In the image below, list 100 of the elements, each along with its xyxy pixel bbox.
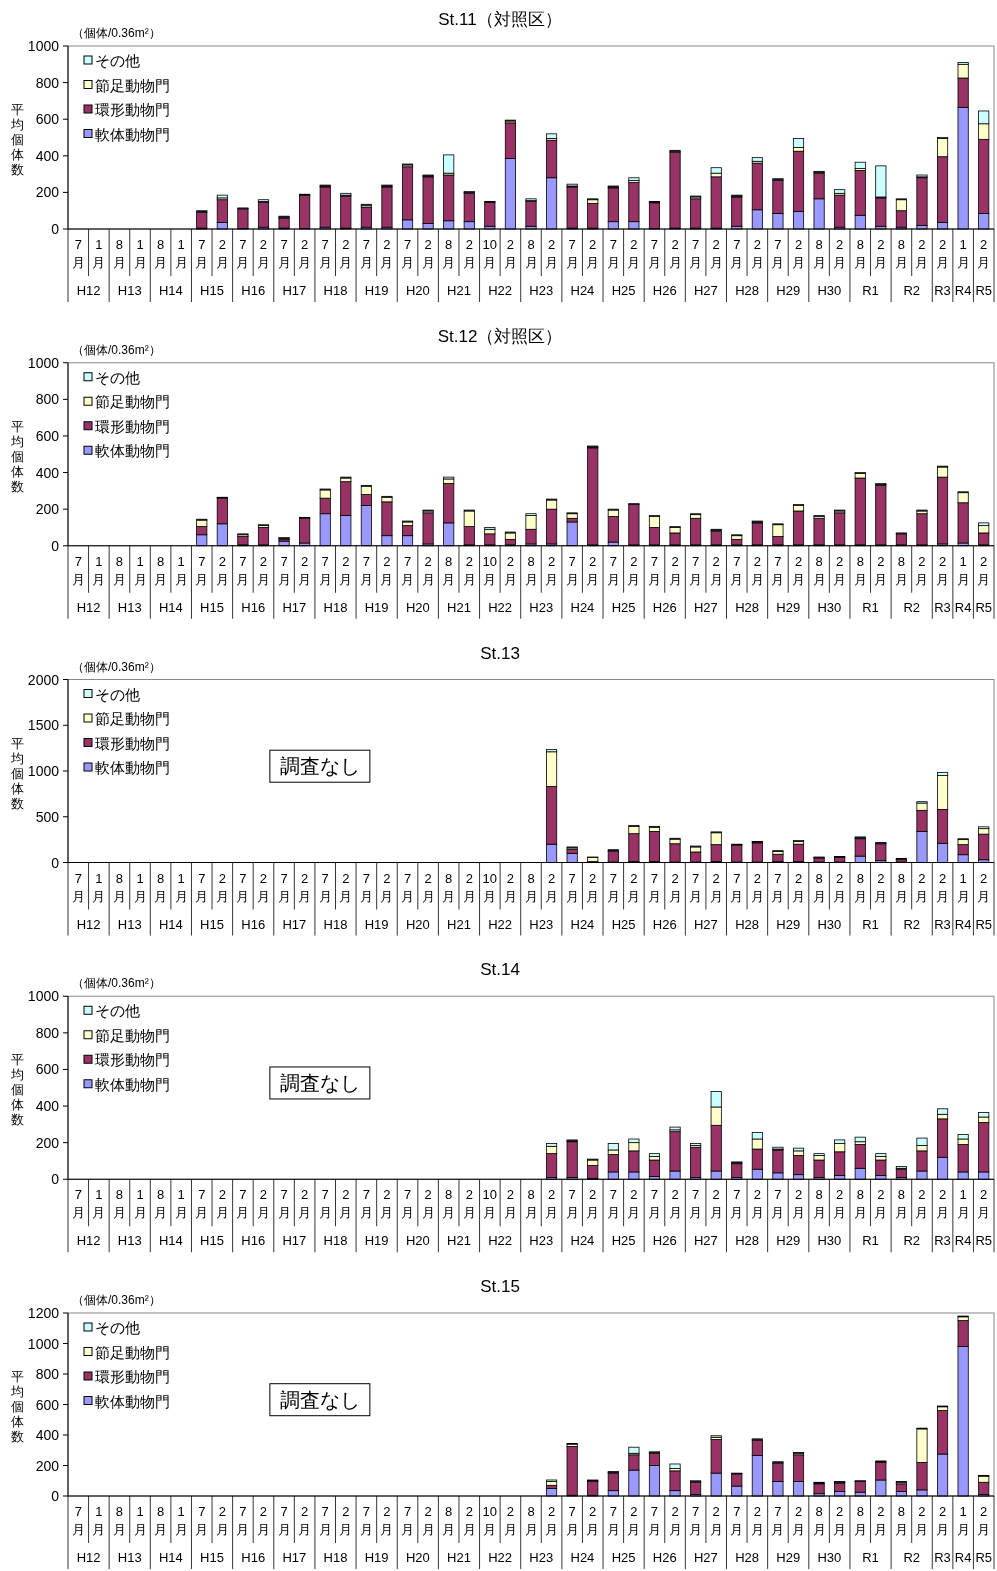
x-tick-label: 8月 — [154, 237, 168, 270]
x-tick-label: 2月 — [833, 553, 847, 587]
x-tick-label: 2月 — [586, 1504, 600, 1537]
y-axis-title: 平均個体数 — [9, 735, 24, 811]
text: H19 — [364, 1233, 389, 1249]
legend-label: 軟体動物門 — [95, 759, 170, 776]
text: H16 — [241, 283, 266, 298]
text: R5 — [975, 916, 993, 932]
x-tick-label: 7月 — [771, 1504, 785, 1537]
text: H19 — [364, 916, 389, 932]
x-tick-label: 7月 — [730, 237, 744, 270]
x-tick-label: 2月 — [339, 1187, 353, 1221]
annotation: 調査なし — [279, 1071, 360, 1094]
legend-label: 節足動物門 — [95, 710, 170, 727]
x-tick-label: 7月 — [236, 553, 250, 587]
x-tick-label: 1月 — [174, 1187, 188, 1221]
x-tick-label: 2月 — [915, 1187, 929, 1221]
text: H22 — [488, 1550, 513, 1565]
x-tick-label: 2月 — [750, 553, 764, 587]
x-tick-label: 1月 — [92, 1504, 106, 1537]
x-tick-label: 2月 — [709, 1504, 723, 1537]
y-tick-label: 0 — [51, 537, 60, 554]
text: H24 — [570, 1550, 595, 1565]
x-tick-label: 10月 — [482, 237, 498, 270]
x-tick-label: 2月 — [421, 553, 435, 587]
x-tick-label: 2月 — [380, 237, 394, 270]
text: H12 — [76, 283, 101, 298]
text: H29 — [776, 599, 801, 615]
x-tick-label: 1月 — [92, 1187, 106, 1221]
x-tick-label: 8月 — [154, 1504, 168, 1537]
text: R2 — [903, 283, 920, 298]
text: H16 — [241, 599, 266, 615]
x-tick-label: 7月 — [359, 553, 373, 587]
x-tick-label: 1月 — [174, 870, 188, 904]
y-tick-label: 400 — [35, 1427, 60, 1443]
x-tick-label: 2月 — [339, 1504, 353, 1537]
x-tick-label: 7月 — [277, 553, 291, 587]
y-tick-label: 1200 — [27, 1305, 60, 1321]
x-tick-label: 2月 — [874, 870, 888, 904]
x-tick-label: 7月 — [647, 870, 661, 904]
x-tick-label: 2月 — [750, 1187, 764, 1221]
x-tick-label: 2月 — [545, 1504, 559, 1537]
text: H13 — [117, 1233, 142, 1249]
x-tick-label: 2月 — [462, 237, 476, 270]
x-tick-label: 7月 — [771, 1187, 785, 1221]
text: H25 — [611, 916, 636, 932]
y-tick-label: 1000 — [27, 38, 60, 54]
x-tick-label: 2月 — [709, 1187, 723, 1221]
text: H13 — [117, 283, 142, 298]
x-tick-label: 8月 — [154, 553, 168, 587]
x-tick-label: 8月 — [853, 553, 867, 587]
text: H15 — [200, 599, 224, 615]
x-tick-label: 2月 — [792, 553, 806, 587]
x-tick-label: 2月 — [668, 870, 682, 904]
x-tick-label: 2月 — [874, 1504, 888, 1537]
x-tick-label: 1月 — [92, 237, 106, 270]
x-tick-label: 2月 — [936, 1187, 950, 1221]
x-tick-label: 2月 — [936, 870, 950, 904]
y-tick-label: 200 — [35, 1457, 60, 1474]
text: H16 — [241, 1233, 266, 1249]
text: H25 — [611, 283, 636, 298]
y-tick-label: 600 — [35, 427, 60, 444]
x-tick-label: 7月 — [277, 237, 291, 270]
text: H23 — [529, 599, 554, 615]
text: H29 — [776, 283, 801, 298]
y-tick-label: 2000 — [27, 671, 60, 688]
x-tick-label: 7月 — [606, 870, 620, 904]
text: H12 — [76, 1550, 101, 1565]
x-tick-label: 2月 — [874, 237, 888, 270]
x-tick-label: 2月 — [792, 1504, 806, 1537]
chart-title: St.11（対照区） — [438, 10, 562, 29]
x-tick-label: 7月 — [71, 1187, 85, 1221]
text: H18 — [323, 283, 348, 298]
x-tick-label: 8月 — [524, 870, 538, 904]
x-tick-label: 10月 — [482, 870, 498, 904]
text: H29 — [776, 1550, 801, 1565]
legend-label: 軟体動物門 — [95, 125, 170, 143]
legend-label: 環形動物門 — [95, 1051, 170, 1069]
text: H17 — [282, 916, 307, 932]
text: H20 — [405, 599, 430, 615]
x-tick-label: 7月 — [236, 237, 250, 270]
x-tick-label: 2月 — [586, 1187, 600, 1221]
text: H23 — [529, 1550, 554, 1565]
x-tick-label: 8月 — [894, 237, 908, 270]
text: H30 — [817, 916, 842, 932]
text: H26 — [652, 1550, 677, 1565]
text: H15 — [200, 916, 224, 932]
x-tick-label: 2月 — [750, 1504, 764, 1537]
y-tick-label: 1000 — [27, 763, 60, 779]
text: R4 — [954, 1233, 972, 1249]
chart-title: St.13 — [480, 643, 520, 663]
legend-label: 軟体動物門 — [95, 1075, 170, 1093]
x-tick-label: 2月 — [462, 553, 476, 587]
x-tick-label: 7月 — [318, 237, 332, 270]
x-tick-label: 2月 — [792, 237, 806, 270]
x-tick-label: 8月 — [524, 1187, 538, 1221]
x-tick-label: 2月 — [256, 553, 270, 587]
x-tick-label: 2月 — [256, 237, 270, 270]
x-tick-label: 2月 — [545, 870, 559, 904]
text: H17 — [282, 1233, 307, 1249]
